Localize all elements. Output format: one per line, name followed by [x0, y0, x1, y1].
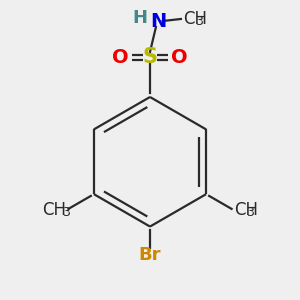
Text: N: N: [150, 11, 167, 31]
Text: 3: 3: [62, 206, 70, 219]
Text: CH: CH: [183, 10, 207, 28]
Text: 3: 3: [195, 15, 203, 28]
Text: Br: Br: [139, 245, 161, 263]
Text: H: H: [132, 9, 147, 27]
Text: S: S: [142, 47, 158, 67]
Text: CH: CH: [234, 201, 258, 219]
Text: O: O: [112, 48, 129, 67]
Text: CH: CH: [42, 201, 66, 219]
Text: 3: 3: [246, 206, 254, 219]
Text: O: O: [171, 48, 188, 67]
